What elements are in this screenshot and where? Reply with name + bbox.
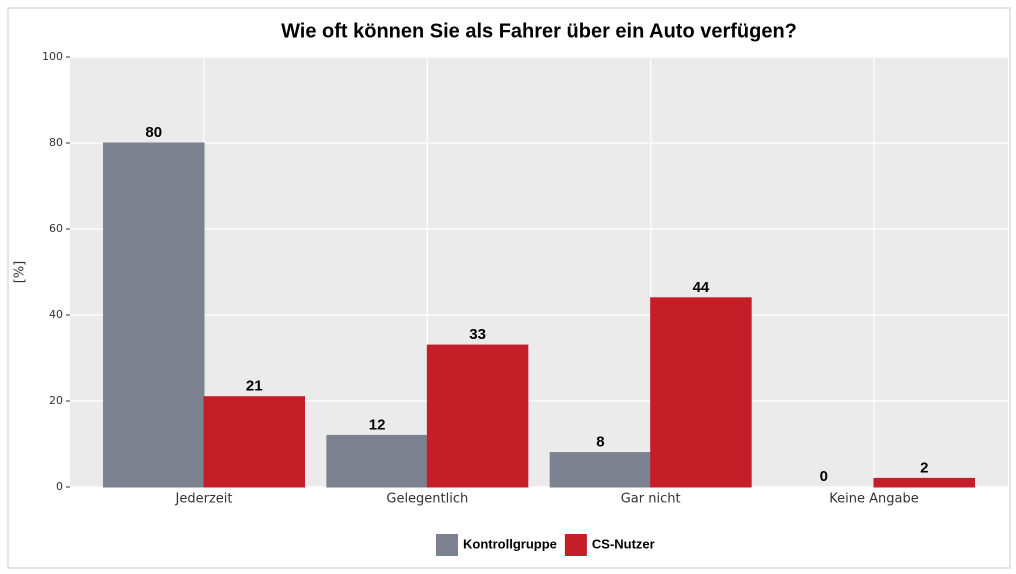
legend-label: Kontrollgruppe bbox=[463, 536, 557, 551]
bar bbox=[426, 344, 529, 488]
y-tick-label: 80 bbox=[49, 136, 63, 149]
data-label: 8 bbox=[596, 434, 604, 451]
data-label: 44 bbox=[693, 279, 710, 296]
y-tick-label: 0 bbox=[56, 480, 63, 493]
x-tick-label: Gelegentlich bbox=[386, 492, 468, 507]
legend-label: CS-Nutzer bbox=[592, 536, 655, 551]
y-tick-label: 60 bbox=[49, 222, 63, 235]
y-tick-label: 40 bbox=[49, 308, 63, 321]
data-label: 80 bbox=[145, 124, 162, 141]
bar bbox=[873, 477, 975, 488]
data-label: 2 bbox=[920, 459, 928, 476]
bar bbox=[203, 396, 305, 488]
bar bbox=[326, 434, 428, 488]
x-tick-label: Gar nicht bbox=[621, 492, 681, 507]
y-tick-label: 20 bbox=[49, 394, 63, 407]
bar bbox=[103, 142, 205, 488]
data-label: 12 bbox=[369, 416, 386, 433]
data-label: 21 bbox=[246, 378, 263, 395]
legend-swatch bbox=[564, 534, 587, 556]
data-label: 0 bbox=[820, 468, 828, 485]
bar bbox=[549, 452, 652, 488]
bar bbox=[650, 297, 752, 488]
x-tick-label: Keine Angabe bbox=[829, 492, 918, 507]
data-label: 33 bbox=[469, 326, 486, 343]
y-tick-label: 100 bbox=[42, 50, 63, 63]
chart-title: Wie oft können Sie als Fahrer über ein A… bbox=[281, 20, 797, 42]
y-axis-label: [%] bbox=[13, 261, 28, 284]
x-tick-label: Jederzeit bbox=[175, 492, 233, 507]
legend-swatch bbox=[436, 534, 458, 556]
